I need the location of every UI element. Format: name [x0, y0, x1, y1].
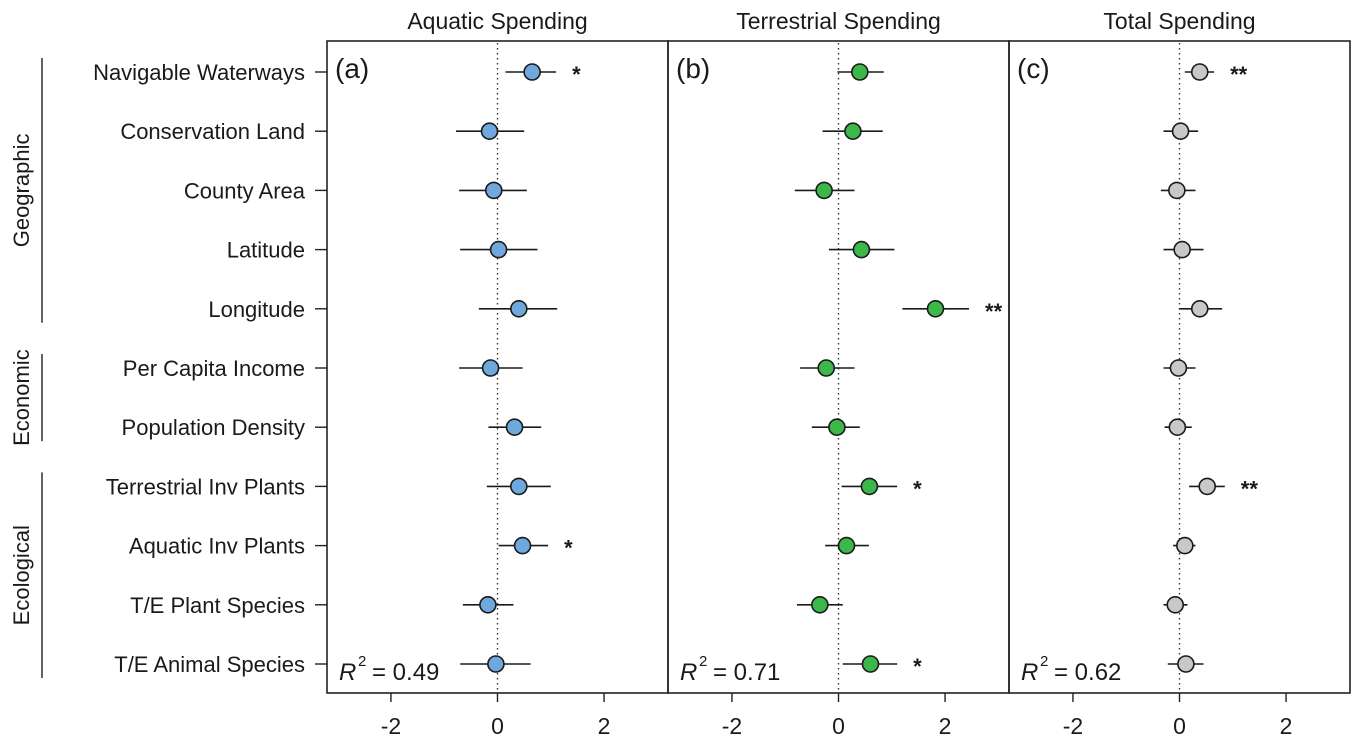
coefficient-point	[1168, 181, 1186, 200]
x-tick-label: 2	[598, 713, 611, 739]
coefficient-point	[1166, 595, 1185, 614]
r-squared-superscript: 2	[699, 653, 707, 670]
panel-tag: (b)	[676, 53, 710, 84]
panel-title: Aquatic Spending	[407, 8, 587, 34]
panel-title: Terrestrial Spending	[736, 8, 941, 34]
coefficient-point	[510, 477, 528, 496]
significance-marker: **	[985, 299, 1003, 324]
coefficient-point	[481, 359, 500, 377]
r-squared-value: = 0.71	[713, 659, 780, 686]
panel-tag: (a)	[335, 53, 369, 84]
coefficient-point	[1171, 122, 1190, 140]
variable-label: County Area	[184, 178, 306, 203]
significance-marker: *	[572, 62, 581, 87]
coefficient-point	[513, 536, 532, 555]
coefficient-point	[479, 595, 497, 614]
r-squared-value: = 0.49	[372, 659, 439, 686]
r-squared-value: = 0.62	[1054, 659, 1121, 686]
group-label: Ecological	[9, 525, 34, 625]
coefficient-point	[852, 240, 871, 259]
coefficient-point	[1198, 477, 1217, 496]
variable-label: Conservation Land	[120, 119, 305, 144]
x-tick-label: -2	[1063, 713, 1083, 739]
r-squared-symbol: R	[1021, 659, 1038, 686]
coefficient-point	[844, 122, 862, 140]
panel-tag: (c)	[1017, 53, 1050, 84]
coefficient-point	[828, 418, 846, 437]
variable-label: Population Density	[122, 415, 305, 440]
coefficient-point	[1177, 655, 1195, 673]
r-squared-symbol: R	[339, 659, 356, 686]
r-squared-symbol: R	[680, 659, 697, 686]
significance-marker: *	[913, 654, 922, 679]
r-squared-superscript: 2	[1040, 653, 1048, 670]
r-squared-superscript: 2	[358, 653, 366, 670]
coefficient-point	[811, 595, 829, 614]
group-label: Economic	[9, 349, 34, 446]
coefficient-point	[489, 240, 508, 259]
variable-label: Terrestrial Inv Plants	[106, 474, 305, 499]
x-tick-label: -2	[722, 713, 742, 739]
variable-label: Per Capita Income	[123, 356, 305, 381]
x-tick-label: 0	[1173, 713, 1186, 739]
coefficient-point	[505, 418, 524, 437]
coefficient-point	[487, 655, 505, 673]
coefficient-point	[480, 122, 499, 140]
coefficient-point	[1168, 418, 1187, 437]
coefficient-point	[1173, 240, 1191, 259]
x-tick-label: 0	[491, 713, 504, 739]
coefficient-point	[837, 536, 856, 555]
variable-label: Navigable Waterways	[93, 60, 305, 85]
coefficient-point	[817, 359, 836, 377]
coefficient-point	[926, 299, 945, 318]
coefficient-point	[815, 181, 833, 200]
coefficient-point	[860, 477, 879, 496]
x-tick-label: 2	[1280, 713, 1293, 739]
significance-marker: **	[1230, 62, 1248, 87]
coefficient-point	[1169, 359, 1188, 377]
coefficient-point	[1190, 299, 1209, 318]
x-tick-label: 0	[832, 713, 845, 739]
x-tick-label: 2	[939, 713, 952, 739]
significance-marker: **	[1241, 476, 1259, 501]
coefficient-point	[510, 299, 528, 318]
variable-label: Longitude	[208, 297, 305, 322]
variable-label: T/E Animal Species	[114, 652, 305, 677]
group-label: Geographic	[9, 134, 34, 248]
panel-title: Total Spending	[1103, 8, 1255, 34]
variable-label: T/E Plant Species	[130, 593, 305, 618]
significance-marker: *	[913, 476, 922, 501]
coefficient-point	[861, 655, 880, 673]
coefficient-point	[484, 181, 503, 200]
x-tick-label: -2	[381, 713, 401, 739]
coefficient-point	[1176, 536, 1194, 555]
coefficient-point	[851, 63, 869, 81]
significance-marker: *	[564, 536, 573, 561]
coefficient-point	[523, 63, 541, 81]
variable-label: Latitude	[227, 238, 305, 263]
coefficient-point	[1190, 63, 1209, 81]
variable-label: Aquatic Inv Plants	[129, 534, 305, 559]
